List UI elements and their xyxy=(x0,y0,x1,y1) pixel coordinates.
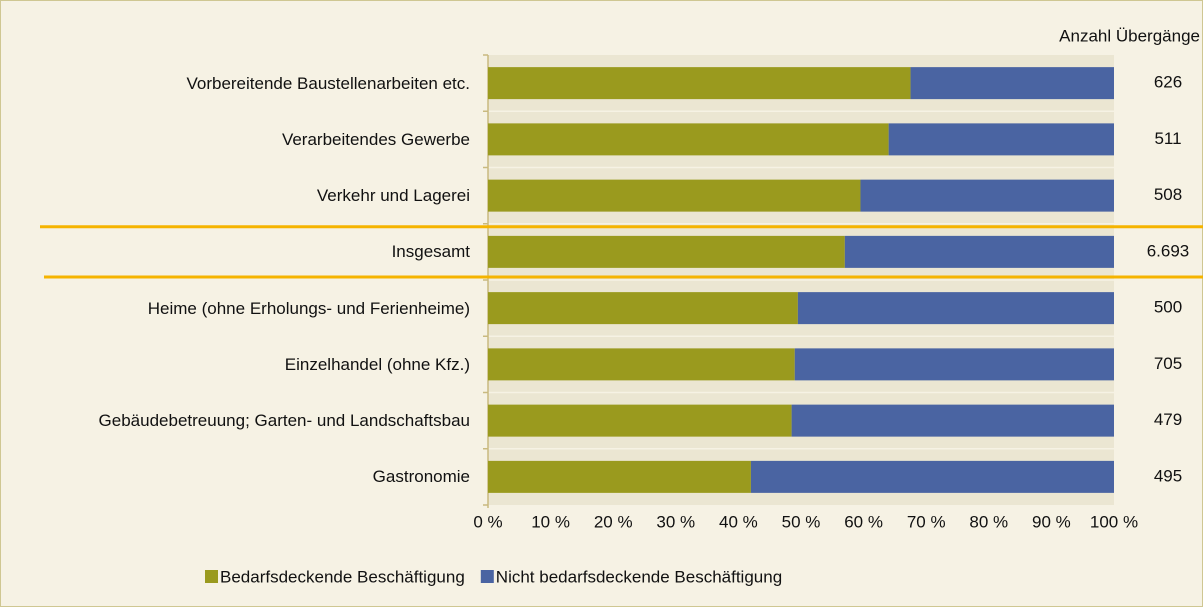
bar-segment xyxy=(750,460,1114,493)
bar-segment xyxy=(888,123,1114,156)
category-label: Insgesamt xyxy=(391,242,470,262)
bar-segment xyxy=(488,123,889,156)
x-tick-label: 60 % xyxy=(844,512,883,531)
x-tick-label: 20 % xyxy=(594,512,633,531)
x-tick-label: 50 % xyxy=(782,512,821,531)
category-label: Heime (ohne Erholungs- und Ferienheime) xyxy=(147,298,470,318)
bar-segment xyxy=(844,235,1114,268)
x-tick-label: 70 % xyxy=(907,512,946,531)
bar-segment xyxy=(488,404,792,437)
count-label: 500 xyxy=(1154,298,1182,317)
count-label: 6.693 xyxy=(1147,241,1190,260)
count-label: 511 xyxy=(1154,129,1181,148)
category-label: Verkehr und Lagerei xyxy=(316,186,470,206)
legend-label: Bedarfsdeckende Beschäftigung xyxy=(220,567,465,586)
bar-segment xyxy=(488,179,861,212)
legend-swatch xyxy=(205,570,218,583)
count-label: 495 xyxy=(1154,466,1182,485)
x-tick-label: 40 % xyxy=(719,512,758,531)
bar-segment xyxy=(794,348,1114,381)
bar-segment xyxy=(488,460,751,493)
x-tick-label: 80 % xyxy=(969,512,1008,531)
category-label: Einzelhandel (ohne Kfz.) xyxy=(284,354,470,374)
bar-segment xyxy=(791,404,1114,437)
category-label: Gebäudebetreuung; Garten- und Landschaft… xyxy=(98,411,470,431)
category-label: Gastronomie xyxy=(372,467,470,487)
bar-segment xyxy=(488,235,845,268)
legend-label: Nicht bedarfsdeckende Beschäftigung xyxy=(496,567,782,586)
legend-swatch xyxy=(480,570,494,583)
category-label: Verarbeitendes Gewerbe xyxy=(281,129,470,149)
count-label: 626 xyxy=(1154,73,1182,92)
counts-title: Anzahl Übergänge xyxy=(1059,26,1200,45)
x-tick-label: 10 % xyxy=(531,512,570,531)
bar-segment xyxy=(488,292,798,325)
x-tick-label: 100 % xyxy=(1090,512,1138,531)
x-tick-label: 90 % xyxy=(1032,512,1071,531)
bar-segment xyxy=(797,292,1114,325)
bar-segment xyxy=(488,67,911,100)
count-label: 479 xyxy=(1154,410,1182,429)
x-tick-label: 30 % xyxy=(656,512,695,531)
category-label: Vorbereitende Baustellenarbeiten etc. xyxy=(186,73,470,93)
bar-segment xyxy=(488,348,795,381)
count-label: 705 xyxy=(1154,354,1182,373)
count-label: 508 xyxy=(1154,185,1182,204)
bar-segment xyxy=(860,179,1114,212)
x-tick-label: 0 % xyxy=(473,512,502,531)
bar-segment xyxy=(910,67,1114,100)
